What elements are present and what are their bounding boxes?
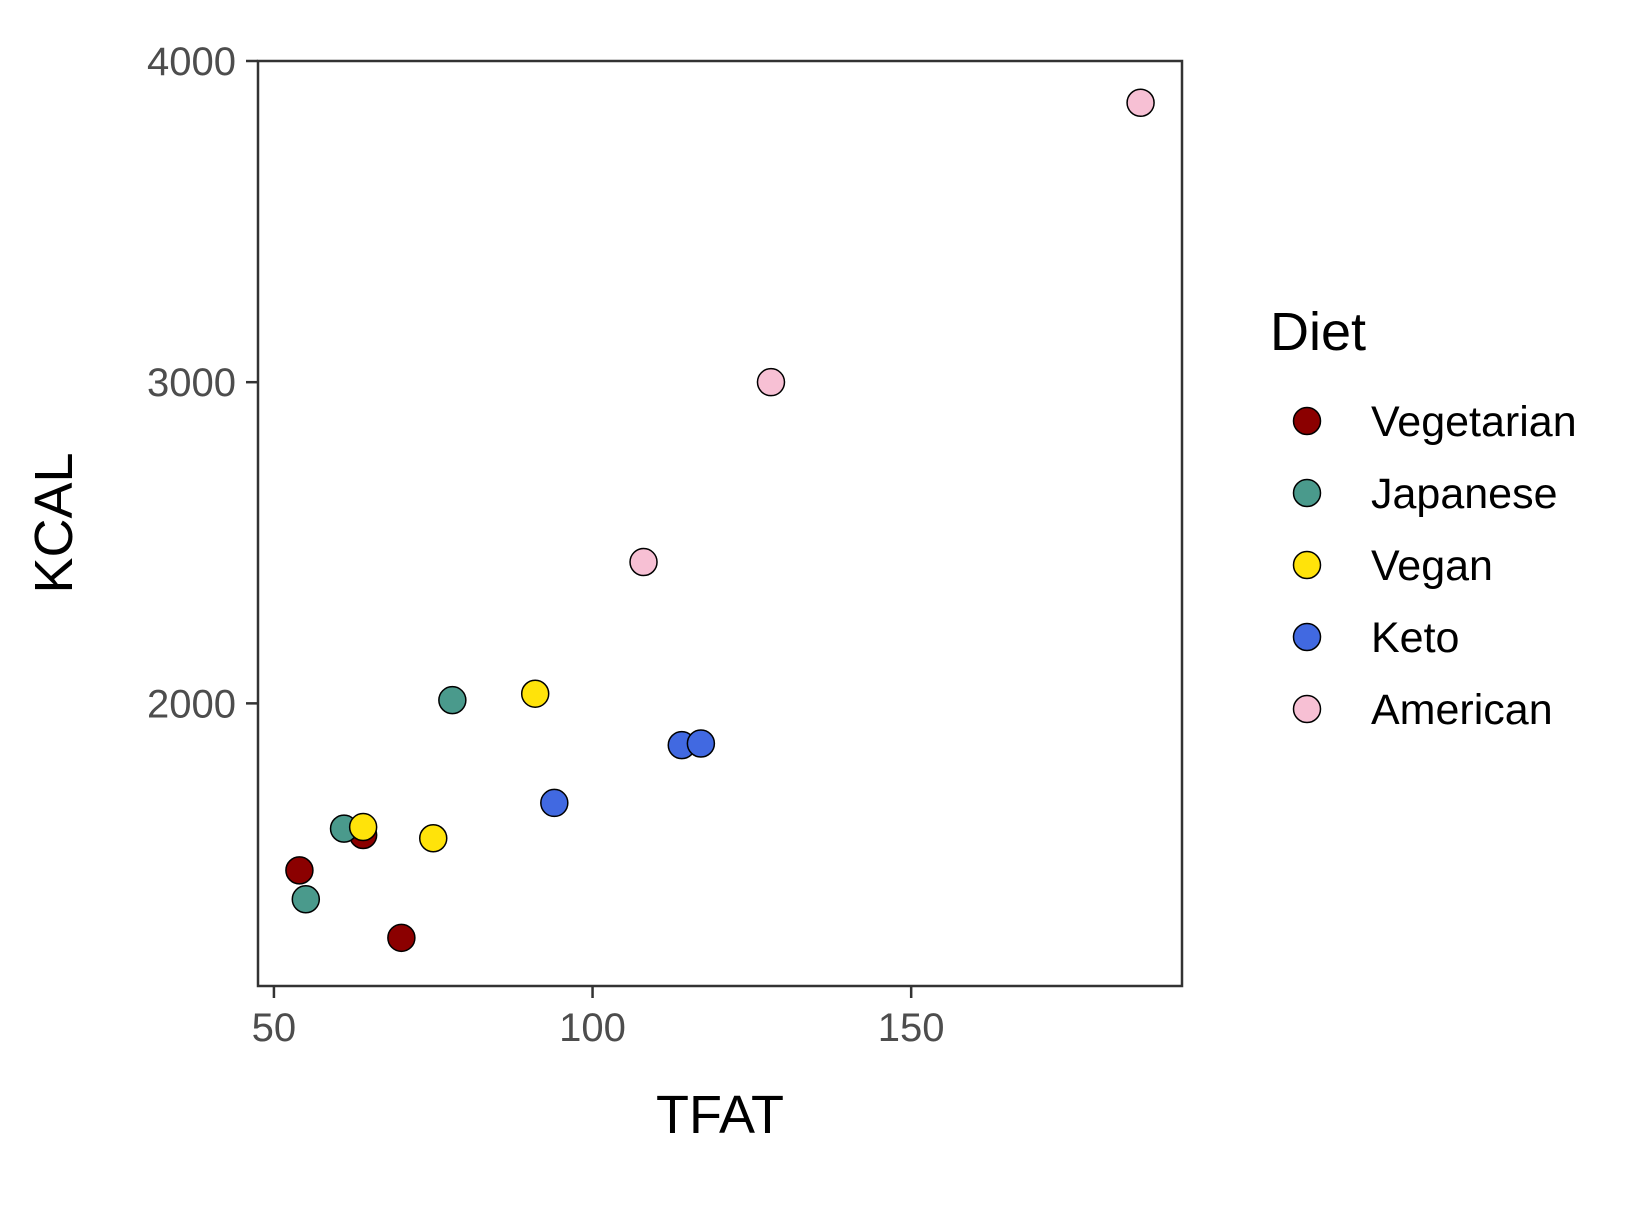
x-tick-label: 150 [878,1006,945,1050]
legend-key-keto [1292,622,1322,652]
x-axis: 50 100 150 [252,986,945,1050]
data-point-american [1126,88,1155,118]
legend-label-american: American [1371,686,1553,734]
legend-key-vegan [1292,550,1322,580]
data-point-vegetarian [387,923,416,953]
legend-key-vegetarian [1292,406,1322,436]
x-axis-title: TFAT [656,1085,784,1145]
y-tick-label: 2000 [147,682,236,726]
legend-label-vegetarian: Vegetarian [1371,398,1577,446]
legend-key-american [1292,694,1322,724]
data-point-keto [686,729,716,758]
data-point-keto [540,788,569,818]
legend: Diet Vegetarian Japanese Vegan Keto American [1270,302,1577,734]
data-point-american [756,367,786,397]
y-tick-label: 4000 [147,40,236,84]
legend-label-japanese: Japanese [1371,470,1558,518]
y-tick-label: 3000 [147,361,236,405]
x-tick-label: 50 [252,1006,297,1050]
y-axis: 2000 3000 4000 [147,40,258,726]
data-point-japanese [291,885,321,914]
data-points [285,88,1155,953]
data-point-japanese [438,685,467,715]
legend-label-vegan: Vegan [1371,542,1493,590]
legend-key-japanese [1292,478,1322,508]
legend-label-keto: Keto [1371,614,1459,662]
data-point-vegan [418,824,448,853]
legend-title: Diet [1270,302,1366,362]
y-axis-title: KCAL [24,452,84,593]
plot-panel [256,59,1184,988]
data-point-vegan [348,812,378,842]
data-point-american [629,547,658,577]
data-point-vegan [520,679,550,708]
data-point-vegetarian [285,856,314,885]
legend-items: Vegetarian Japanese Vegan Keto American [1292,398,1577,734]
x-tick-label: 100 [559,1006,626,1050]
